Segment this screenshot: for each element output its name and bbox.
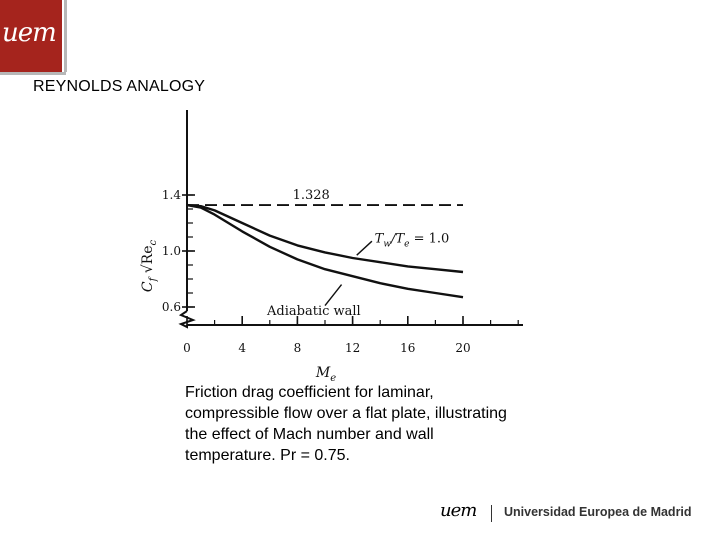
- y-axis-label: Cf √Rec: [140, 239, 159, 292]
- series-line-1: [186, 203, 464, 274]
- brand-logo: uem: [0, 0, 62, 72]
- lower-curve-label: Adiabatic wall: [266, 304, 361, 319]
- y-tick-label: 1.0: [162, 244, 181, 258]
- footer-logo-mark: uem: [440, 500, 477, 521]
- x-tick-label: 16: [400, 341, 415, 355]
- y-tick-label: 1.4: [162, 188, 181, 202]
- footer-logo-separator: [491, 505, 492, 522]
- x-tick-label: 12: [345, 341, 360, 355]
- upper-curve-leader: [356, 240, 373, 256]
- x-tick-label: 0: [183, 341, 191, 355]
- dashed-line-label: 1.328: [293, 188, 330, 203]
- header-divider: [64, 0, 67, 72]
- lower-curve-leader: [324, 284, 343, 307]
- x-tick-label: 20: [455, 341, 470, 355]
- slide-title: REYNOLDS ANALOGY: [33, 78, 206, 95]
- x-tick-label: 8: [294, 341, 302, 355]
- series-line-2: [186, 203, 464, 299]
- figure-caption: Friction drag coefficient for laminar, c…: [185, 384, 507, 464]
- x-tick-label: 4: [238, 341, 246, 355]
- y-tick-label: 0.6: [162, 300, 181, 314]
- header-rule: [0, 72, 66, 75]
- upper-curve-label: Tw/Te = 1.0: [375, 231, 450, 249]
- brand-logo-text: uem: [2, 18, 57, 48]
- footer-university-name: Universidad Europea de Madrid: [504, 505, 692, 519]
